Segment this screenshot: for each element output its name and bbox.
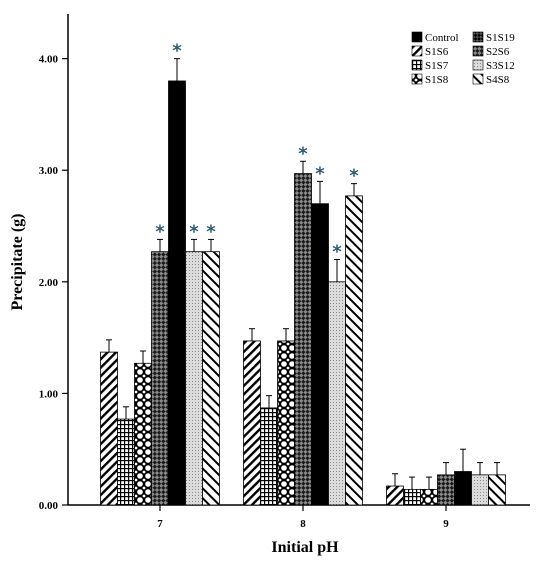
legend-label: S1S7 xyxy=(425,60,449,72)
significance-star: * xyxy=(189,221,199,242)
significance-star: * xyxy=(315,163,325,184)
bar xyxy=(311,203,329,506)
x-tick-label: 8 xyxy=(300,518,306,530)
bar xyxy=(185,251,203,506)
bar xyxy=(386,485,404,506)
legend-label: S3S12 xyxy=(486,60,515,72)
bar xyxy=(134,362,152,506)
legend-label: S4S8 xyxy=(486,74,510,86)
significance-star: * xyxy=(206,221,216,242)
legend-swatch xyxy=(472,31,484,43)
legend-swatch xyxy=(411,31,423,43)
legend-label: S2S6 xyxy=(486,46,510,58)
legend-label: S1S19 xyxy=(486,32,515,44)
significance-markers: * * * * * * * * xyxy=(155,41,359,263)
significance-star: * xyxy=(332,242,342,263)
x-tick-label: 9 xyxy=(443,518,449,530)
legend-swatch xyxy=(472,59,484,71)
bar xyxy=(294,173,312,506)
x-axis: 7 8 9 xyxy=(68,504,530,530)
legend-swatch xyxy=(411,73,423,85)
y-tick-label: 0.00 xyxy=(39,500,59,512)
bar xyxy=(328,281,346,506)
legend-swatch xyxy=(472,73,484,85)
bar xyxy=(151,251,169,506)
error-bars xyxy=(106,58,500,490)
legend-swatch xyxy=(411,59,423,71)
bar xyxy=(117,418,135,506)
y-tick-label: 2.00 xyxy=(39,277,59,289)
legend-label: S1S6 xyxy=(425,46,449,58)
legend-swatch xyxy=(472,45,484,57)
y-axis: 0.00 1.00 2.00 3.00 4.00 xyxy=(39,14,69,512)
y-tick-label: 1.00 xyxy=(39,388,59,400)
bar xyxy=(345,195,363,506)
legend-label: S1S8 xyxy=(425,74,449,86)
bar xyxy=(168,80,186,506)
bar xyxy=(488,474,506,506)
legend: Control S1S19 S1S6 S2S6 S1S7 S3S12 S1S8 S4S8 xyxy=(411,31,515,86)
x-ticks: 7 8 9 xyxy=(157,505,449,530)
significance-star: * xyxy=(155,221,165,242)
bar xyxy=(437,474,455,506)
significance-star: * xyxy=(349,166,359,187)
bar xyxy=(202,251,220,506)
y-axis-title: Precipitate (g) xyxy=(9,214,26,311)
bar xyxy=(100,351,118,506)
bar xyxy=(243,340,261,506)
x-axis-title: Initial pH xyxy=(271,539,339,556)
legend-label: Control xyxy=(425,32,459,44)
bar xyxy=(454,471,472,506)
y-tick-label: 4.00 xyxy=(39,54,59,66)
bar xyxy=(403,488,421,506)
bar xyxy=(277,340,295,506)
bars xyxy=(100,80,506,506)
y-ticks: 0.00 1.00 2.00 3.00 4.00 xyxy=(39,54,68,512)
bar xyxy=(260,407,278,506)
x-tick-label: 7 xyxy=(157,518,163,530)
bar xyxy=(471,474,489,506)
legend-swatch xyxy=(411,45,423,57)
significance-star: * xyxy=(172,41,182,62)
bar xyxy=(420,488,438,506)
significance-star: * xyxy=(298,143,308,164)
y-tick-label: 3.00 xyxy=(39,165,59,177)
